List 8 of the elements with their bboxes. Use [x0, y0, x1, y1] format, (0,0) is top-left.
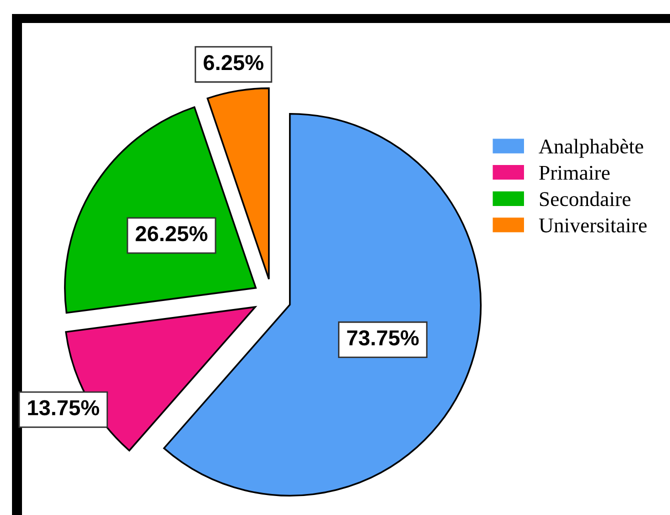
legend-label: Universitaire	[539, 218, 647, 232]
legend-label: Primaire	[539, 166, 610, 180]
data-label: 73.75%	[347, 330, 419, 346]
legend-label: Secondaire	[540, 192, 630, 206]
data-label: 13.75%	[28, 400, 100, 416]
data-label: 26.25%	[136, 226, 208, 242]
legend-label: Analphabète	[538, 138, 644, 158]
data-label: 6.25%	[204, 54, 264, 70]
